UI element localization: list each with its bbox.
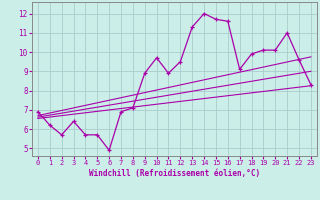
- X-axis label: Windchill (Refroidissement éolien,°C): Windchill (Refroidissement éolien,°C): [89, 169, 260, 178]
